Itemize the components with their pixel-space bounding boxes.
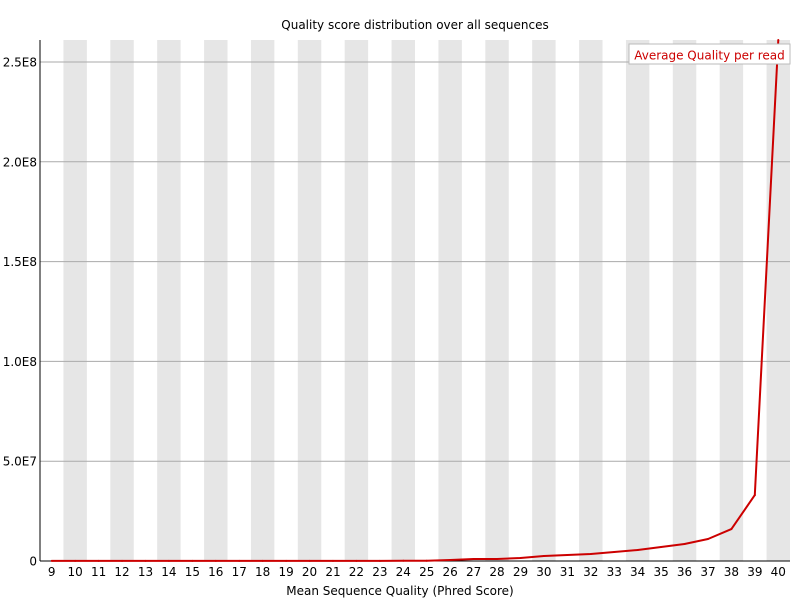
data-point-10 [74, 559, 77, 562]
x-tick-label-27: 27 [466, 565, 481, 579]
chart-title: Quality score distribution over all sequ… [281, 18, 548, 32]
data-point-20 [308, 559, 311, 562]
data-point-24 [402, 559, 405, 562]
band-10 [63, 40, 87, 561]
data-point-29 [519, 557, 522, 560]
x-tick-label-17: 17 [232, 565, 247, 579]
band-38 [719, 40, 744, 561]
data-point-16 [214, 559, 217, 562]
x-tick-label-26: 26 [443, 565, 458, 579]
x-tick-label-39: 39 [747, 565, 762, 579]
x-tick-label-14: 14 [161, 565, 176, 579]
x-tick-label-18: 18 [255, 565, 270, 579]
y-tick-label-0: 0 [29, 555, 37, 569]
data-point-40 [777, 39, 780, 41]
data-point-35 [660, 546, 663, 549]
band-34 [625, 40, 650, 561]
gridlines [40, 61, 790, 462]
y-tick-label-2: 1.0E8 [3, 355, 37, 369]
data-point-31 [566, 554, 569, 557]
y-tick-label-3: 1.5E8 [3, 255, 37, 269]
band-36 [672, 40, 697, 561]
band-24 [391, 40, 415, 561]
data-point-15 [191, 559, 194, 562]
data-point-19 [285, 559, 288, 562]
x-tick-label-29: 29 [513, 565, 528, 579]
band-40 [766, 40, 790, 561]
x-tick-label-11: 11 [91, 565, 106, 579]
data-point-9 [50, 559, 53, 562]
band-18 [250, 40, 275, 561]
x-tick-label-16: 16 [208, 565, 223, 579]
x-tick-label-23: 23 [372, 565, 387, 579]
legend-box [628, 43, 791, 65]
data-point-22 [355, 559, 358, 562]
x-tick-label-12: 12 [114, 565, 129, 579]
x-tick-label-24: 24 [396, 565, 411, 579]
band-28 [485, 40, 509, 561]
data-point-17 [238, 559, 241, 562]
x-tick-label-10: 10 [68, 565, 83, 579]
x-tick-label-9: 9 [48, 565, 56, 579]
data-point-37 [706, 538, 709, 541]
data-point-39 [753, 494, 756, 497]
data-point-32 [589, 553, 592, 556]
x-tick-label-19: 19 [278, 565, 293, 579]
x-tick-label-21: 21 [325, 565, 340, 579]
band-14 [157, 40, 181, 561]
data-point-26 [449, 559, 452, 562]
data-point-38 [730, 528, 733, 531]
band-26 [438, 40, 462, 561]
data-point-28 [496, 558, 499, 561]
legend-entry: Average Quality per read [634, 49, 785, 63]
band-20 [297, 40, 322, 561]
x-tick-label-15: 15 [185, 565, 200, 579]
data-point-30 [542, 555, 545, 558]
x-tick-labels: 9 10 11 12 13 14 15 16 17 18 19 20 21 22 23 24 25 26 27 28 2… [48, 565, 786, 579]
x-tick-label-30: 30 [536, 565, 551, 579]
x-tick-label-37: 37 [700, 565, 715, 579]
data-point-23 [378, 559, 381, 562]
y-tick-labels: 0 5.0E7 1.0E8 1.5E8 2.0E8 2.5E8 [3, 55, 37, 568]
band-22 [344, 40, 369, 561]
x-tick-label-34: 34 [630, 565, 645, 579]
band-16 [204, 40, 228, 561]
x-tick-label-36: 36 [677, 565, 692, 579]
x-tick-label-38: 38 [724, 565, 739, 579]
y-tick-label-1: 5.0E7 [3, 455, 37, 469]
data-point-14 [167, 559, 170, 562]
x-tick-label-13: 13 [138, 565, 153, 579]
band-32 [579, 40, 603, 561]
x-tick-label-32: 32 [583, 565, 598, 579]
alternating-bands [63, 40, 790, 561]
data-point-33 [613, 551, 616, 554]
data-point-18 [261, 559, 264, 562]
series-line-0 [51, 39, 780, 562]
band-12 [110, 40, 134, 561]
x-tick-label-33: 33 [607, 565, 622, 579]
data-point-27 [472, 558, 475, 561]
data-point-25 [425, 559, 428, 562]
x-tick-label-31: 31 [560, 565, 575, 579]
x-axis-label: Mean Sequence Quality (Phred Score) [286, 584, 514, 598]
x-tick-label-40: 40 [771, 565, 786, 579]
data-point-12 [121, 559, 124, 562]
x-tick-label-28: 28 [489, 565, 504, 579]
x-tick-label-20: 20 [302, 565, 317, 579]
y-tick-label-4: 2.0E8 [3, 155, 37, 169]
data-point-21 [331, 559, 334, 562]
data-point-11 [97, 559, 100, 562]
band-30 [532, 40, 556, 561]
data-point-34 [636, 549, 639, 552]
series-layer [50, 39, 780, 562]
x-tick-label-22: 22 [349, 565, 364, 579]
data-point-36 [683, 543, 686, 546]
x-tick-label-25: 25 [419, 565, 434, 579]
x-tick-label-35: 35 [653, 565, 668, 579]
data-point-13 [144, 559, 147, 562]
y-tick-label-5: 2.5E8 [3, 55, 37, 69]
legend: Average Quality per read [628, 43, 791, 65]
